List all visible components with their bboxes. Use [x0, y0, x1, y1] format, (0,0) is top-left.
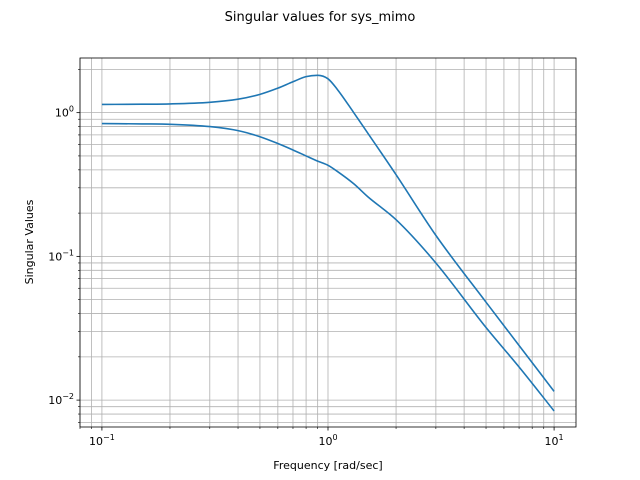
- ticks: 10−1 100 101 10−2 10−1 100: [48, 69, 564, 448]
- y-tick-label: 100: [55, 105, 74, 120]
- x-tick-label: 100: [318, 433, 337, 448]
- x-axis-label: Frequency [rad/sec]: [273, 459, 382, 472]
- y-tick-label: 10−2: [48, 392, 74, 407]
- y-axis-label: Singular Values: [23, 199, 36, 284]
- series-line-1: [101, 74, 555, 392]
- x-tick-label: 101: [545, 433, 564, 448]
- grid: [79, 58, 576, 427]
- plot-area: 10−1 100 101 10−2 10−1 100: [48, 57, 577, 448]
- y-tick-label: 10−1: [48, 248, 74, 263]
- chart-title: Singular values for sys_mimo: [225, 10, 416, 25]
- x-tick-label: 10−1: [89, 433, 115, 448]
- series-lines: [101, 74, 555, 412]
- series-line-2: [101, 122, 555, 412]
